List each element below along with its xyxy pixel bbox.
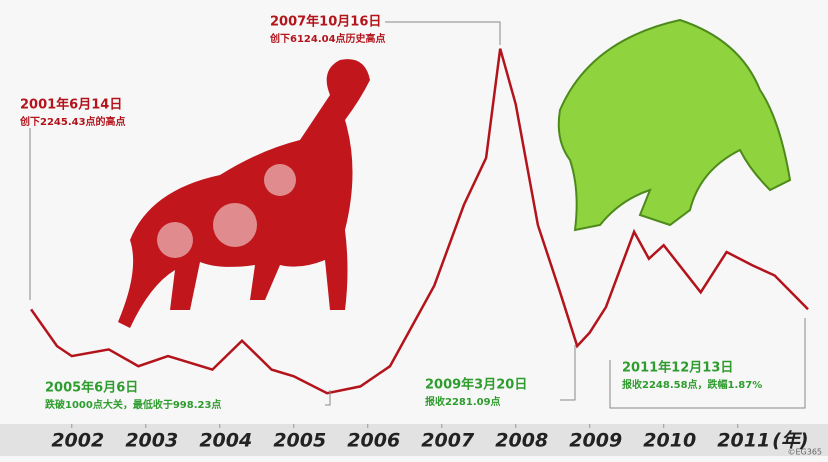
annotation-text: 创下2245.43点的高点 [19,115,126,128]
annotation-text: 创下6124.04点历史高点 [269,32,386,45]
x-tick-label: 2010 [643,430,696,452]
leader-line [325,390,331,406]
annotation-date: 2005年6月6日 [45,380,138,396]
annotation-text: 报收2248.58点，跌幅1.87% [622,378,762,391]
annotation-date: 2001年6月14日 [20,97,122,113]
x-tick-label: 2008 [495,430,548,452]
x-tick-label: 2002 [51,430,104,452]
x-tick-label: 2003 [125,430,178,452]
leader-line [560,345,576,401]
x-axis-unit: (年) [772,430,808,452]
x-tick-label: 2007 [421,430,475,452]
annotation-date: 2009年3月20日 [425,377,527,393]
bull-illustration [118,59,370,329]
leader-line [385,21,501,45]
leader-line [609,318,806,409]
x-axis-band [0,424,828,456]
x-tick-label: 2011 [717,430,770,452]
x-tick-label: 2004 [199,430,252,452]
x-tick-label: 2009 [569,430,622,452]
x-tick-label: 2005 [273,430,326,452]
annotation-text: 跌破1000点大关，最低收于998.23点 [45,398,221,411]
x-axis: 2002 2003 2004 2005 2006 2007 2008 2009 2010 2011… [51,424,822,457]
annotation-date: 2011年12月13日 [622,360,733,376]
plot [30,48,809,395]
bear-illustration [557,18,792,232]
credit: ©EG365 [787,448,822,457]
index-line [30,48,809,395]
annotation-text: 报收2281.09点 [425,395,501,408]
x-tick-label: 2006 [347,430,400,452]
annotation-date: 2007年10月16日 [270,14,381,30]
